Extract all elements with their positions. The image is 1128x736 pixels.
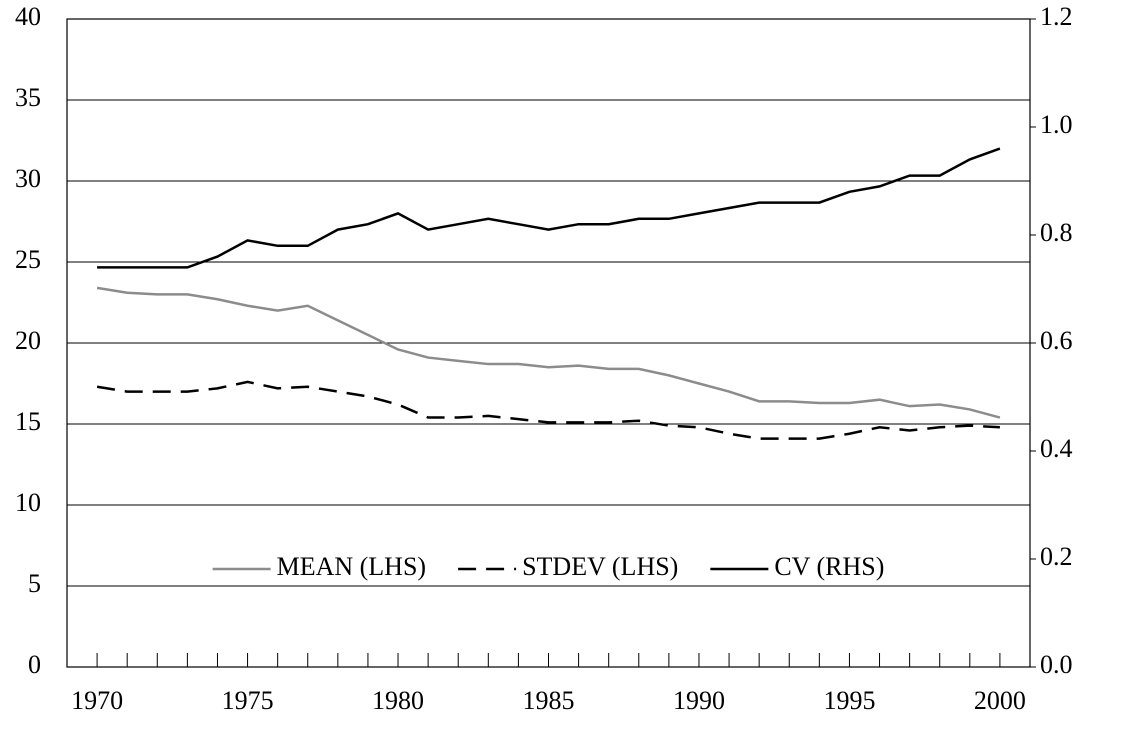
x-tick-label: 2000 xyxy=(974,686,1026,715)
y2-tick-label: 1.0 xyxy=(1040,110,1073,139)
y2-tick-label: 0.8 xyxy=(1040,218,1073,247)
y-tick-label: 30 xyxy=(15,164,41,193)
y-tick-label: 20 xyxy=(15,326,41,355)
y-tick-label: 0 xyxy=(28,650,41,679)
legend-label: MEAN (LHS) xyxy=(277,552,427,581)
x-tick-label: 1970 xyxy=(71,686,123,715)
x-tick-label: 1975 xyxy=(222,686,274,715)
x-tick-label: 1980 xyxy=(372,686,424,715)
y2-tick-label: 0.4 xyxy=(1040,434,1073,463)
x-tick-label: 1995 xyxy=(823,686,875,715)
x-tick-label: 1990 xyxy=(673,686,725,715)
y-tick-label: 35 xyxy=(15,83,41,112)
y-tick-label: 5 xyxy=(28,569,41,598)
y2-tick-label: 0.2 xyxy=(1040,542,1073,571)
y2-tick-label: 0.6 xyxy=(1040,326,1073,355)
series-line xyxy=(97,147,1001,269)
legend-label: CV (RHS) xyxy=(774,552,884,581)
series-line xyxy=(96,286,1001,419)
series-line xyxy=(96,380,1000,440)
y2-tick-label: 0.0 xyxy=(1040,650,1073,679)
y-tick-label: 15 xyxy=(15,407,41,436)
y-tick-label: 10 xyxy=(15,488,41,517)
legend-label: STDEV (LHS) xyxy=(522,552,678,581)
y-tick-label: 25 xyxy=(15,245,41,274)
y2-tick-label: 1.2 xyxy=(1040,2,1073,31)
y-tick-label: 40 xyxy=(15,2,41,31)
x-tick-label: 1985 xyxy=(523,686,575,715)
